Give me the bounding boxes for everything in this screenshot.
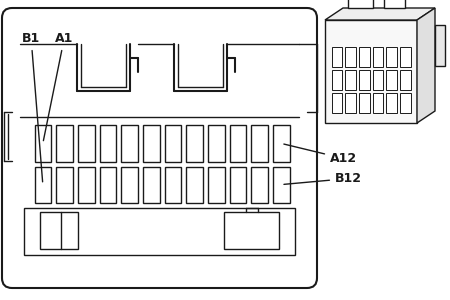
Bar (347, 0, 374, 8)
Bar (373, 46, 383, 67)
Bar (121, 125, 138, 161)
Polygon shape (325, 8, 435, 20)
Bar (165, 125, 181, 161)
Bar (35, 125, 51, 161)
Bar (40, 212, 78, 249)
Bar (373, 70, 383, 90)
Bar (386, 46, 397, 67)
Bar (386, 93, 397, 113)
Bar (143, 167, 159, 203)
Bar (386, 70, 397, 90)
Bar (99, 125, 116, 161)
Text: A1: A1 (43, 32, 73, 141)
Bar (230, 167, 246, 203)
Bar (186, 125, 203, 161)
Bar (332, 46, 342, 67)
Bar (359, 46, 369, 67)
Bar (345, 70, 356, 90)
Text: B12: B12 (284, 172, 362, 185)
Bar (165, 167, 181, 203)
Bar (384, 0, 405, 8)
Bar (99, 167, 116, 203)
Bar (78, 125, 94, 161)
Bar (400, 70, 410, 90)
Bar (325, 20, 417, 123)
Bar (186, 167, 203, 203)
Bar (359, 93, 369, 113)
Bar (400, 93, 410, 113)
Bar (251, 167, 268, 203)
Bar (251, 125, 268, 161)
Bar (56, 167, 73, 203)
Bar (24, 208, 295, 255)
Bar (208, 167, 225, 203)
Bar (56, 125, 73, 161)
Bar (345, 93, 356, 113)
Text: B1: B1 (22, 32, 43, 182)
Bar (435, 25, 445, 65)
Bar (373, 93, 383, 113)
Bar (208, 125, 225, 161)
Bar (273, 125, 289, 161)
Bar (78, 167, 94, 203)
Bar (332, 93, 342, 113)
Bar (143, 125, 159, 161)
Text: A12: A12 (284, 144, 357, 165)
Bar (273, 167, 289, 203)
Bar (359, 70, 369, 90)
Bar (345, 46, 356, 67)
Bar (121, 167, 138, 203)
Bar (230, 125, 246, 161)
Bar (224, 212, 279, 249)
Bar (35, 167, 51, 203)
Polygon shape (417, 8, 435, 123)
Bar (332, 70, 342, 90)
Bar (400, 46, 410, 67)
